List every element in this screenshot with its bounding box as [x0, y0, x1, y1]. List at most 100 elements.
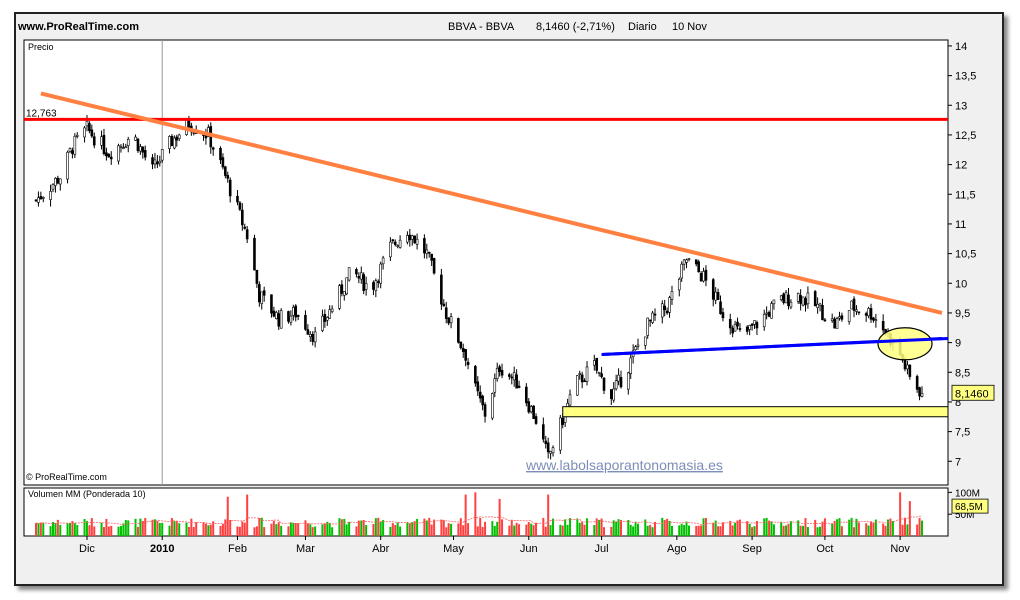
descending-trendline[interactable] — [40, 91, 943, 315]
price-bar-body — [738, 328, 742, 330]
price-bar-body — [694, 259, 698, 265]
watermark-link[interactable]: www.labolsaporantonomasia.es — [525, 457, 723, 473]
price-bar-body — [122, 147, 125, 149]
volume-bar — [836, 519, 839, 536]
price-bar-body — [636, 344, 640, 347]
price-bar-body — [221, 157, 225, 168]
volume-bar — [343, 518, 346, 536]
volume-bar — [161, 522, 164, 536]
volume-bar — [751, 527, 754, 536]
volume-bar — [277, 522, 280, 536]
volume-bar — [304, 520, 307, 536]
price-bar-body — [270, 294, 273, 314]
volume-panel[interactable]: Volumen MM (Ponderada 10) — [23, 487, 949, 537]
price-bar-body — [850, 300, 853, 310]
volume-bar — [549, 525, 552, 536]
price-bar-body — [733, 323, 737, 332]
volume-bar — [127, 520, 130, 536]
price-bar-body — [782, 293, 785, 303]
volume-bar — [379, 521, 382, 536]
volume-bar — [595, 518, 598, 536]
volume-bar — [799, 525, 802, 536]
volume-bar — [663, 520, 666, 536]
time-tick-label: Abr — [372, 543, 389, 555]
price-bar-body — [787, 294, 790, 307]
volume-bar — [831, 523, 834, 536]
price-bar-body — [617, 374, 620, 382]
price-bar-body — [139, 146, 142, 152]
price-bar-body — [340, 284, 344, 294]
volume-bar — [289, 522, 292, 536]
copyright-label: © ProRealTime.com — [26, 472, 107, 482]
price-tick-label: 8,5 — [955, 367, 970, 379]
volume-bar — [258, 518, 261, 536]
price-bar-body — [704, 269, 708, 281]
volume-bar — [802, 525, 805, 536]
price-bar-body — [498, 366, 501, 372]
volume-bar — [190, 518, 193, 536]
price-bar-body — [697, 261, 700, 273]
price-bar-body — [34, 199, 38, 202]
support-trendline-overlay — [601, 336, 949, 356]
time-tick-label: Dic — [79, 543, 95, 555]
price-bar-body — [311, 334, 315, 342]
price-bar-body — [685, 259, 688, 263]
price-bar-body — [838, 316, 841, 319]
volume-bar — [447, 523, 450, 536]
price-bar-body — [466, 361, 470, 366]
volume-bar — [158, 523, 161, 536]
price-bar-body — [345, 277, 349, 295]
price-bar-body — [920, 392, 924, 397]
support-zone[interactable] — [562, 406, 949, 418]
volume-bar — [617, 519, 620, 536]
price-bar-body — [143, 150, 147, 158]
site-title[interactable]: www.ProRealTime.com — [17, 21, 139, 33]
breakdown-ellipse[interactable] — [877, 327, 933, 361]
price-bar-body — [821, 305, 824, 321]
volume-bar — [187, 527, 190, 536]
volume-bar — [661, 517, 664, 536]
price-bar-body — [379, 263, 382, 284]
volume-bar — [508, 525, 511, 536]
price-bar-body — [481, 395, 484, 406]
volume-bar — [683, 524, 686, 536]
volume-bar — [564, 519, 567, 536]
volume-bar — [561, 525, 564, 536]
volume-bar — [646, 525, 649, 536]
price-bar-body — [440, 274, 443, 305]
price-bar-body — [682, 259, 686, 265]
volume-tick-label: 100M — [955, 488, 980, 499]
volume-bar — [192, 526, 195, 536]
volume-bar — [906, 524, 909, 536]
price-bar-body — [372, 282, 375, 290]
price-tick-label: 13 — [955, 100, 967, 112]
volume-bar — [321, 524, 324, 536]
price-bar-body — [158, 160, 162, 164]
volume-bar — [833, 520, 836, 536]
volume-bar — [899, 492, 902, 536]
volume-bar — [221, 524, 224, 536]
volume-bar — [583, 524, 586, 536]
price-bar-body — [830, 318, 834, 322]
price-bar-body — [500, 369, 504, 376]
price-bar-body — [510, 376, 514, 379]
time-tick-label: Mar — [296, 543, 315, 555]
price-panel[interactable]: Precio 12,763 © ProRealTime.com www.labo… — [23, 39, 949, 536]
volume-bar — [544, 526, 547, 536]
price-bar-body — [549, 451, 552, 454]
volume-bar — [518, 524, 521, 536]
volume-bar — [311, 527, 314, 536]
volume-bar — [853, 527, 856, 536]
volume-bar — [576, 518, 579, 536]
volume-bar — [212, 521, 215, 536]
volume-bar — [59, 524, 62, 536]
volume-bar — [360, 520, 363, 536]
volume-bar — [124, 520, 127, 536]
price-bar-body — [238, 202, 242, 210]
price-bar-body — [275, 312, 278, 319]
price-tick-label: 10 — [955, 278, 967, 290]
price-bar-body — [330, 308, 334, 312]
volume-bar — [425, 520, 428, 536]
price-bar-body — [406, 235, 409, 243]
volume-bar — [209, 524, 212, 536]
